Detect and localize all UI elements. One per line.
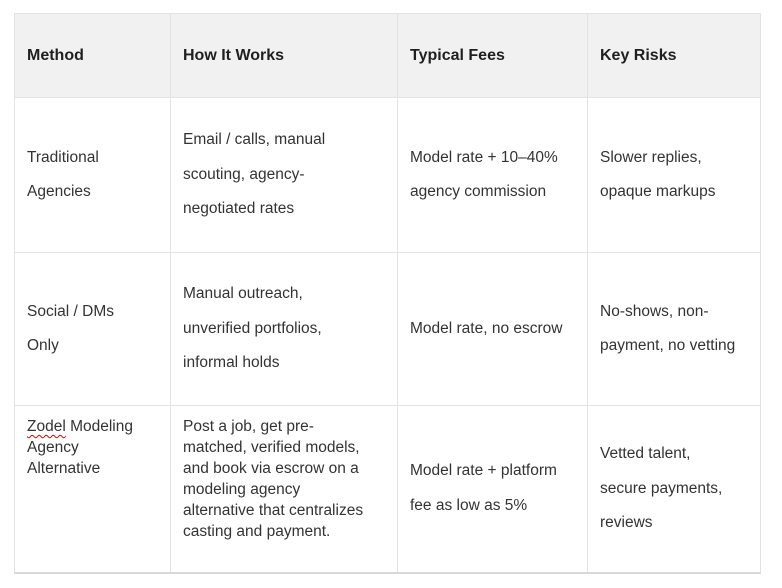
cell-typical-fees[interactable]: Model rate, no escrow [397,252,588,406]
cell-typical-fees[interactable]: Model rate + 10–40% agency commission [397,97,588,253]
table-row-zodel-alternative: Zodel Modeling Agency Alternative Post a… [14,405,761,573]
cell-how-it-works[interactable]: Manual outreach, unverified portfolios, … [170,252,398,406]
cell-key-risks[interactable]: Vetted talent, secure payments, reviews [587,405,761,573]
column-header-typical-fees: Typical Fees [397,13,588,98]
cell-key-risks[interactable]: No-shows, non-payment, no vetting [587,252,761,406]
cell-how-it-works[interactable]: Post a job, get pre-matched, verified mo… [170,405,398,573]
cell-method[interactable]: Traditional Agencies [14,97,171,253]
comparison-table: Method How It Works Typical Fees Key Ris… [14,13,761,574]
column-header-method: Method [14,13,171,98]
table-row-social-dms-only: Social / DMs Only Manual outreach, unver… [14,252,761,406]
column-header-key-risks: Key Risks [587,13,761,98]
method-label-rest: Modeling Agency Alternative [27,418,133,477]
table-row-traditional-agencies: Traditional Agencies Email / calls, manu… [14,97,761,253]
cell-typical-fees[interactable]: Model rate + platform fee as low as 5% [397,405,588,573]
column-header-how-it-works: How It Works [170,13,398,98]
cell-key-risks[interactable]: Slower replies, opaque markups [587,97,761,253]
cell-method[interactable]: Social / DMs Only [14,252,171,406]
cell-method[interactable]: Zodel Modeling Agency Alternative [14,405,171,573]
header-row: Method How It Works Typical Fees Key Ris… [14,13,761,98]
misspelled-word: Zodel [27,418,66,435]
cell-how-it-works[interactable]: Email / calls, manual scouting, agency-n… [170,97,398,253]
